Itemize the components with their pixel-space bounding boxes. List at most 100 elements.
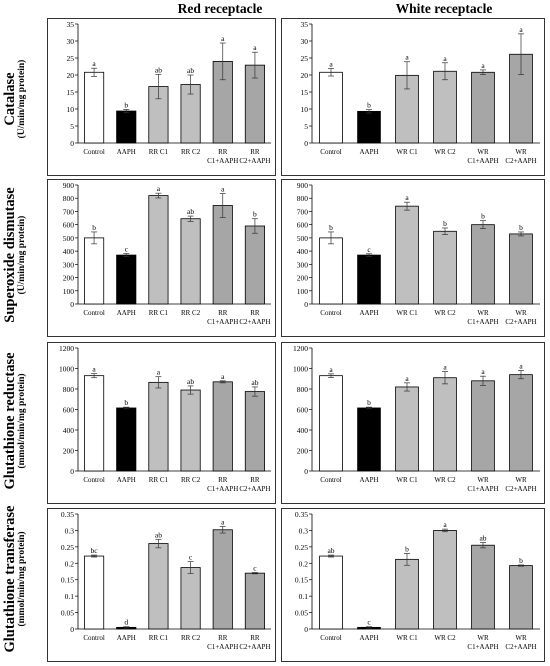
- x-tick-label: WR C1: [396, 634, 418, 642]
- row-unit: (U/min/mg protein): [17, 59, 28, 139]
- bar: [244, 225, 265, 305]
- y-tick-label: 0.3: [65, 526, 75, 535]
- y-tick-label: 0: [304, 300, 308, 309]
- x-tick-label: RR C1: [149, 309, 169, 317]
- x-tick-label: Control: [320, 634, 341, 642]
- y-tick-label: 200: [63, 447, 75, 456]
- significance-letter: a: [443, 520, 447, 529]
- chart-panel-gr-red: 0 200 400 600 800 1000 1200 a Control b AAPH a RR C1…: [47, 342, 276, 504]
- significance-letter: ab: [187, 377, 194, 386]
- y-tick-label: 600: [297, 221, 309, 230]
- row-title: Glutathione reductase: [2, 352, 18, 490]
- x-tick-label: RR C2: [181, 634, 201, 642]
- bar: [471, 380, 495, 472]
- row-unit: (mmol/min/mg protein): [17, 373, 28, 469]
- row-label-sod: Superoxide dismutase (U/min/mg protein): [2, 180, 41, 330]
- x-tick-label: AAPH: [359, 634, 378, 642]
- y-tick-label: 800: [297, 385, 309, 394]
- y-tick-label: 5: [70, 122, 74, 131]
- x-tick-label: WR C1+AAPH: [467, 148, 498, 165]
- bar: [116, 407, 137, 472]
- row-label-catalase: Catalase (U/min/mg protein): [2, 24, 41, 174]
- y-tick-label: 1000: [59, 365, 74, 374]
- chart-svg: 0 100 200 300 400 500 600 700 800 900 b Control c AAP…: [63, 181, 271, 326]
- y-tick-label: 400: [63, 426, 75, 435]
- x-tick-label: WR C2: [434, 476, 456, 484]
- chart-svg: 0 200 400 600 800 1000 1200 a Control b AAPH a RR C1…: [59, 344, 271, 493]
- significance-letter: ab: [479, 534, 486, 543]
- significance-letter: a: [329, 365, 333, 374]
- y-tick-label: 0.35: [61, 510, 74, 519]
- bar: [319, 555, 343, 630]
- y-tick-label: 600: [63, 406, 75, 415]
- y-tick-label: 25: [67, 54, 75, 63]
- y-tick-label: 15: [67, 88, 75, 97]
- y-tick-label: 35: [67, 20, 75, 29]
- y-tick-label: 0.05: [61, 609, 74, 618]
- significance-letter: a: [405, 53, 409, 62]
- x-tick-label: WR C1: [396, 476, 418, 484]
- y-tick-label: 10: [301, 105, 309, 114]
- y-tick-label: 400: [63, 247, 75, 256]
- significance-letter: b: [367, 101, 371, 110]
- y-tick-label: 1200: [59, 344, 74, 353]
- y-tick-label: 25: [301, 54, 309, 63]
- significance-letter: c: [367, 618, 371, 627]
- row-unit: (U/min/mg protein): [17, 215, 28, 295]
- y-tick-label: 0.35: [295, 510, 308, 519]
- chart-svg: 0 0.05 0.1 0.15 0.2 0.25 0.3 0.35 bc Control d AAPH…: [61, 510, 271, 651]
- x-tick-label: RR C1+AAPH: [207, 148, 238, 165]
- significance-letter: ab: [251, 378, 258, 387]
- bar: [244, 391, 265, 472]
- significance-letter: a: [481, 61, 485, 70]
- x-tick-label: WR C1+AAPH: [467, 634, 498, 651]
- bar: [116, 254, 137, 305]
- chart-panel-gr-white: 0 200 400 600 800 1000 1200 a Control b AAPH a WR C1…: [281, 342, 545, 504]
- bar: [212, 529, 233, 630]
- y-tick-label: 0: [304, 467, 308, 476]
- y-tick-label: 200: [297, 447, 309, 456]
- y-tick-label: 15: [301, 88, 309, 97]
- significance-letter: a: [221, 34, 225, 43]
- y-tick-label: 900: [297, 181, 309, 190]
- bar: [433, 70, 457, 144]
- y-tick-label: 0: [70, 300, 74, 309]
- x-tick-label: RR C1: [149, 148, 169, 156]
- bar: [244, 572, 265, 630]
- y-tick-label: 35: [301, 20, 309, 29]
- significance-letter: b: [481, 212, 485, 221]
- significance-letter: a: [157, 184, 161, 193]
- x-tick-label: RR C2+AAPH: [239, 634, 270, 651]
- bar: [319, 71, 343, 144]
- x-tick-label: Control: [83, 476, 104, 484]
- bar: [148, 381, 169, 472]
- x-tick-label: WR C2+AAPH: [505, 476, 536, 493]
- bar: [509, 374, 533, 472]
- y-tick-label: 0.2: [299, 559, 309, 568]
- bar: [319, 237, 343, 305]
- chart-panel-gt-red: 0 0.05 0.1 0.15 0.2 0.25 0.3 0.35 bc Control d AAPH…: [47, 508, 276, 662]
- bar: [180, 389, 201, 472]
- significance-letter: a: [221, 372, 225, 381]
- y-tick-label: 600: [63, 221, 75, 230]
- y-tick-label: 500: [297, 234, 309, 243]
- x-tick-label: RR C1+AAPH: [207, 476, 238, 493]
- column-title-red: Red receptacle: [177, 1, 263, 16]
- x-tick-label: Control: [320, 309, 341, 317]
- significance-letter: ab: [327, 546, 334, 555]
- x-tick-label: RR C2+AAPH: [239, 476, 270, 493]
- significance-letter: b: [329, 223, 333, 232]
- chart-svg: 0 200 400 600 800 1000 1200 a Control b AAPH a WR C1…: [293, 344, 540, 493]
- bar: [509, 233, 533, 305]
- x-tick-label: RR C2: [181, 148, 201, 156]
- bar: [116, 110, 137, 144]
- row-title: Glutathione transferase: [2, 505, 18, 653]
- y-tick-label: 0.25: [61, 543, 74, 552]
- x-tick-label: Control: [83, 634, 104, 642]
- significance-letter: b: [443, 219, 447, 228]
- significance-letter: c: [125, 244, 129, 253]
- y-tick-label: 0.15: [61, 576, 74, 585]
- y-tick-label: 100: [63, 287, 75, 296]
- y-tick-label: 800: [63, 194, 75, 203]
- y-tick-label: 0: [70, 467, 74, 476]
